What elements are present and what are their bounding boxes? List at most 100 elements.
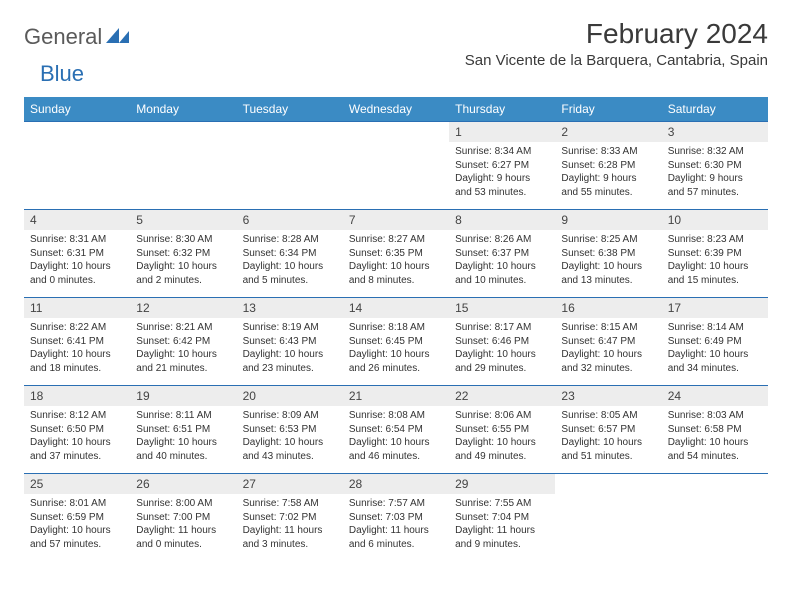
calendar-row: 18Sunrise: 8:12 AMSunset: 6:50 PMDayligh… <box>24 385 768 473</box>
day-body: Sunrise: 8:17 AMSunset: 6:46 PMDaylight:… <box>449 318 555 379</box>
day-body <box>130 142 236 149</box>
sunrise-line: Sunrise: 8:12 AM <box>30 409 124 423</box>
day-number: 11 <box>24 297 130 318</box>
logo: General <box>24 18 134 50</box>
day-cell: 21Sunrise: 8:08 AMSunset: 6:54 PMDayligh… <box>343 385 449 473</box>
sunset-line: Sunset: 6:50 PM <box>30 423 124 437</box>
sunset-line: Sunset: 7:04 PM <box>455 511 549 525</box>
daylight-line: Daylight: 10 hours and 2 minutes. <box>136 260 230 287</box>
weekday-header: Monday <box>130 97 236 121</box>
day-cell: 27Sunrise: 7:58 AMSunset: 7:02 PMDayligh… <box>237 473 343 561</box>
day-body: Sunrise: 7:55 AMSunset: 7:04 PMDaylight:… <box>449 494 555 555</box>
calendar-body: 1Sunrise: 8:34 AMSunset: 6:27 PMDaylight… <box>24 121 768 561</box>
day-number: 1 <box>449 121 555 142</box>
sunrise-line: Sunrise: 8:01 AM <box>30 497 124 511</box>
daylight-line: Daylight: 10 hours and 10 minutes. <box>455 260 549 287</box>
sunrise-line: Sunrise: 8:34 AM <box>455 145 549 159</box>
day-cell: 25Sunrise: 8:01 AMSunset: 6:59 PMDayligh… <box>24 473 130 561</box>
daylight-line: Daylight: 10 hours and 54 minutes. <box>668 436 762 463</box>
day-body: Sunrise: 8:22 AMSunset: 6:41 PMDaylight:… <box>24 318 130 379</box>
day-number: 5 <box>130 209 236 230</box>
day-body <box>237 142 343 149</box>
daylight-line: Daylight: 10 hours and 23 minutes. <box>243 348 337 375</box>
daylight-line: Daylight: 10 hours and 8 minutes. <box>349 260 443 287</box>
sunrise-line: Sunrise: 8:08 AM <box>349 409 443 423</box>
day-cell: 10Sunrise: 8:23 AMSunset: 6:39 PMDayligh… <box>662 209 768 297</box>
day-number: 22 <box>449 385 555 406</box>
weekday-row: SundayMondayTuesdayWednesdayThursdayFrid… <box>24 97 768 121</box>
sunrise-line: Sunrise: 7:57 AM <box>349 497 443 511</box>
daylight-line: Daylight: 9 hours and 53 minutes. <box>455 172 549 199</box>
day-number: 7 <box>343 209 449 230</box>
day-number: 23 <box>555 385 661 406</box>
sunrise-line: Sunrise: 8:00 AM <box>136 497 230 511</box>
empty-cell <box>130 121 236 209</box>
day-cell: 17Sunrise: 8:14 AMSunset: 6:49 PMDayligh… <box>662 297 768 385</box>
day-cell: 6Sunrise: 8:28 AMSunset: 6:34 PMDaylight… <box>237 209 343 297</box>
day-number: 29 <box>449 473 555 494</box>
day-number: 17 <box>662 297 768 318</box>
day-number: 9 <box>555 209 661 230</box>
sunset-line: Sunset: 6:34 PM <box>243 247 337 261</box>
day-body <box>555 494 661 501</box>
day-number: 16 <box>555 297 661 318</box>
title-block: February 2024 San Vicente de la Barquera… <box>465 18 768 77</box>
sunrise-line: Sunrise: 7:55 AM <box>455 497 549 511</box>
day-body: Sunrise: 7:58 AMSunset: 7:02 PMDaylight:… <box>237 494 343 555</box>
sunset-line: Sunset: 6:37 PM <box>455 247 549 261</box>
weekday-header: Saturday <box>662 97 768 121</box>
day-cell: 26Sunrise: 8:00 AMSunset: 7:00 PMDayligh… <box>130 473 236 561</box>
daylight-line: Daylight: 11 hours and 6 minutes. <box>349 524 443 551</box>
day-body: Sunrise: 8:03 AMSunset: 6:58 PMDaylight:… <box>662 406 768 467</box>
location: San Vicente de la Barquera, Cantabria, S… <box>465 52 768 69</box>
daylight-line: Daylight: 10 hours and 32 minutes. <box>561 348 655 375</box>
day-cell: 13Sunrise: 8:19 AMSunset: 6:43 PMDayligh… <box>237 297 343 385</box>
sunrise-line: Sunrise: 8:15 AM <box>561 321 655 335</box>
day-body <box>343 142 449 149</box>
day-number: 2 <box>555 121 661 142</box>
day-cell: 18Sunrise: 8:12 AMSunset: 6:50 PMDayligh… <box>24 385 130 473</box>
day-cell: 7Sunrise: 8:27 AMSunset: 6:35 PMDaylight… <box>343 209 449 297</box>
day-cell: 2Sunrise: 8:33 AMSunset: 6:28 PMDaylight… <box>555 121 661 209</box>
daylight-line: Daylight: 10 hours and 37 minutes. <box>30 436 124 463</box>
logo-text-general: General <box>24 24 102 50</box>
sunset-line: Sunset: 6:58 PM <box>668 423 762 437</box>
day-number: 21 <box>343 385 449 406</box>
day-number: 28 <box>343 473 449 494</box>
day-number: 13 <box>237 297 343 318</box>
sunset-line: Sunset: 6:38 PM <box>561 247 655 261</box>
empty-cell <box>662 473 768 561</box>
daylight-line: Daylight: 10 hours and 40 minutes. <box>136 436 230 463</box>
day-number: 12 <box>130 297 236 318</box>
sunset-line: Sunset: 6:53 PM <box>243 423 337 437</box>
day-body: Sunrise: 8:06 AMSunset: 6:55 PMDaylight:… <box>449 406 555 467</box>
day-body: Sunrise: 8:34 AMSunset: 6:27 PMDaylight:… <box>449 142 555 203</box>
day-number: 6 <box>237 209 343 230</box>
sunset-line: Sunset: 7:03 PM <box>349 511 443 525</box>
sunset-line: Sunset: 6:30 PM <box>668 159 762 173</box>
weekday-header: Friday <box>555 97 661 121</box>
daylight-line: Daylight: 10 hours and 43 minutes. <box>243 436 337 463</box>
sunrise-line: Sunrise: 8:22 AM <box>30 321 124 335</box>
day-number: 20 <box>237 385 343 406</box>
day-body: Sunrise: 8:09 AMSunset: 6:53 PMDaylight:… <box>237 406 343 467</box>
sunrise-line: Sunrise: 8:03 AM <box>668 409 762 423</box>
daylight-line: Daylight: 10 hours and 34 minutes. <box>668 348 762 375</box>
day-number: 4 <box>24 209 130 230</box>
daylight-line: Daylight: 10 hours and 13 minutes. <box>561 260 655 287</box>
calendar-row: 4Sunrise: 8:31 AMSunset: 6:31 PMDaylight… <box>24 209 768 297</box>
day-cell: 4Sunrise: 8:31 AMSunset: 6:31 PMDaylight… <box>24 209 130 297</box>
daylight-line: Daylight: 11 hours and 0 minutes. <box>136 524 230 551</box>
weekday-header: Thursday <box>449 97 555 121</box>
sunset-line: Sunset: 6:28 PM <box>561 159 655 173</box>
day-cell: 12Sunrise: 8:21 AMSunset: 6:42 PMDayligh… <box>130 297 236 385</box>
sunset-line: Sunset: 6:51 PM <box>136 423 230 437</box>
day-cell: 16Sunrise: 8:15 AMSunset: 6:47 PMDayligh… <box>555 297 661 385</box>
day-body: Sunrise: 8:00 AMSunset: 7:00 PMDaylight:… <box>130 494 236 555</box>
sunset-line: Sunset: 6:27 PM <box>455 159 549 173</box>
sunrise-line: Sunrise: 8:06 AM <box>455 409 549 423</box>
sunrise-line: Sunrise: 8:11 AM <box>136 409 230 423</box>
logo-triangle-icon <box>106 26 132 49</box>
calendar-table: SundayMondayTuesdayWednesdayThursdayFrid… <box>24 97 768 561</box>
day-cell: 1Sunrise: 8:34 AMSunset: 6:27 PMDaylight… <box>449 121 555 209</box>
